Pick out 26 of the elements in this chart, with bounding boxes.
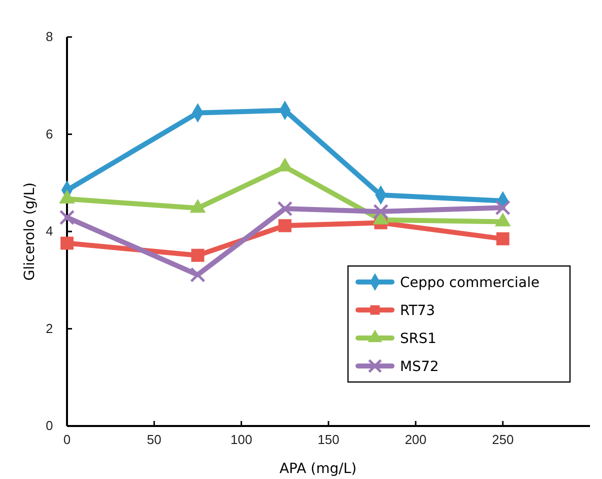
point: [277, 200, 293, 216]
y-axis-title: Glicerolo (g/L): [22, 182, 38, 281]
x-tick-label: 50: [146, 432, 162, 448]
legend-label: Ceppo commerciale: [400, 275, 540, 291]
point: [59, 210, 75, 226]
y-tick-label: 2: [46, 320, 53, 336]
point: [278, 219, 292, 232]
y-tick-label: 0: [46, 418, 53, 434]
y-tick-label: 4: [46, 224, 53, 239]
point: [191, 248, 204, 262]
point: [190, 267, 206, 282]
point: [373, 204, 388, 220]
y-tick-label: 6: [46, 126, 53, 142]
legend-label: RT73: [400, 303, 436, 319]
x-axis-title: APA (mg/L): [279, 461, 357, 477]
point: [496, 232, 510, 246]
x-tick-label: 200: [404, 432, 427, 448]
x-tick-label: 0: [63, 432, 71, 448]
x-tick-label: 100: [230, 432, 252, 448]
point: [495, 200, 511, 216]
legend-label: SRS1: [400, 331, 436, 347]
y-tick-label: 8: [46, 29, 53, 44]
legend-label: MS72: [400, 359, 439, 375]
x-tick-label: 250: [492, 432, 514, 448]
point: [60, 236, 74, 250]
x-tick-label: 150: [318, 432, 340, 448]
